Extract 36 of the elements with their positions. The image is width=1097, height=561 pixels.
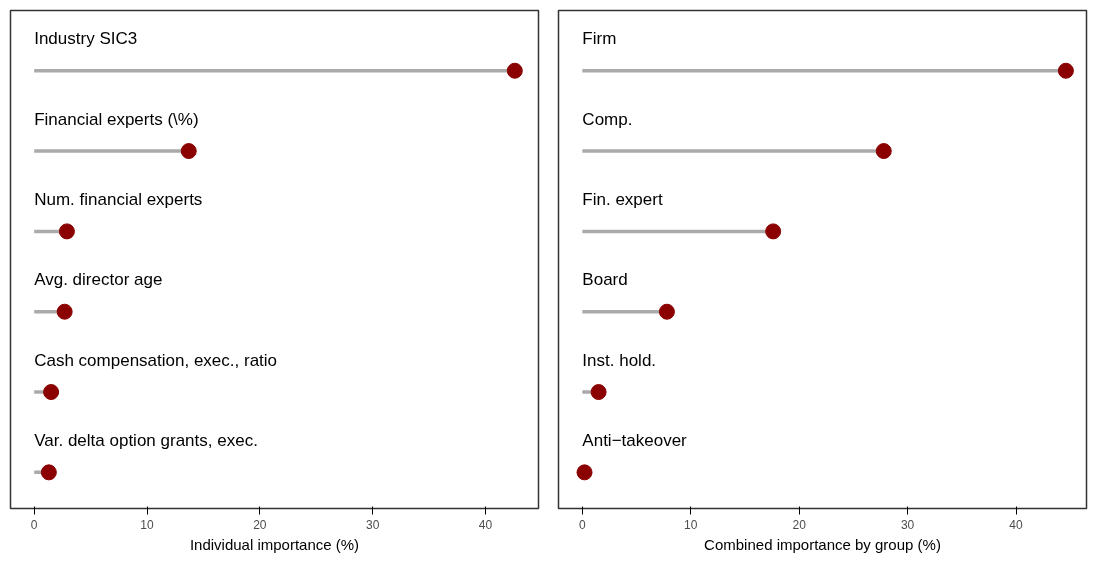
point (43, 384, 60, 401)
y-tick-label: Comp. (582, 109, 633, 129)
point (576, 464, 593, 481)
point (875, 143, 892, 160)
y-tick-label: Firm (582, 29, 617, 49)
x-tick-label: 40 (478, 517, 493, 532)
point (1057, 62, 1074, 79)
y-tick-label: Num. financial experts (34, 189, 203, 209)
point (56, 303, 73, 320)
x-axis-title: Individual importance (%) (189, 535, 360, 553)
point (58, 223, 75, 240)
x-axis-title: Combined importance by group (%) (704, 535, 941, 553)
y-tick-label: Board (582, 270, 628, 290)
point (590, 384, 607, 401)
x-tick-label: 0 (579, 517, 587, 532)
y-tick-label: Var. delta option grants, exec. (34, 430, 258, 450)
y-tick-label: Industry SIC3 (34, 29, 138, 49)
x-tick-label: 30 (900, 517, 915, 532)
y-tick-label: Inst. hold. (582, 350, 657, 370)
y-tick-label: Fin. expert (582, 189, 663, 209)
point (180, 143, 197, 160)
point (40, 464, 57, 481)
point (658, 303, 675, 320)
x-tick-label: 0 (30, 517, 38, 532)
y-tick-label: Financial experts (\%) (34, 109, 199, 129)
x-tick-label: 20 (253, 517, 267, 532)
y-tick-label: Cash compensation, exec., ratio (34, 350, 278, 370)
x-tick-label: 30 (365, 517, 380, 532)
point (506, 62, 523, 79)
x-tick-label: 10 (684, 517, 698, 532)
x-tick-label: 40 (1009, 517, 1024, 532)
x-tick-label: 10 (140, 517, 155, 532)
y-tick-label: Avg. director age (34, 270, 163, 290)
x-tick-label: 20 (792, 517, 807, 532)
point (765, 223, 782, 240)
y-tick-label: Anti−takeover (582, 430, 688, 450)
